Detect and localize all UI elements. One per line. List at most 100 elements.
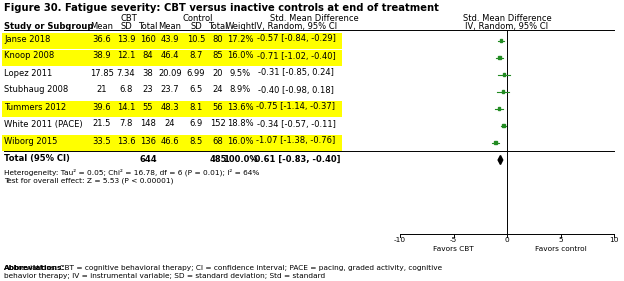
- Text: White 2011 (PACE): White 2011 (PACE): [4, 119, 82, 128]
- Bar: [503, 73, 505, 76]
- Text: Heterogeneity: Tau² = 0.05; Chi² = 16.78, df = 6 (P = 0.01); I² = 64%: Heterogeneity: Tau² = 0.05; Chi² = 16.78…: [4, 169, 260, 176]
- Text: 136: 136: [140, 137, 156, 146]
- Text: 148: 148: [140, 119, 156, 128]
- Text: Study or Subgroup: Study or Subgroup: [4, 22, 94, 31]
- Text: 85: 85: [213, 51, 223, 60]
- Text: 20.09: 20.09: [158, 69, 182, 78]
- Bar: [500, 39, 502, 42]
- Text: 8.7: 8.7: [189, 51, 203, 60]
- Bar: [2, 101, 342, 117]
- Text: 21.5: 21.5: [93, 119, 111, 128]
- Text: -0.40 [-0.98, 0.18]: -0.40 [-0.98, 0.18]: [258, 85, 334, 94]
- Text: 485: 485: [209, 155, 227, 164]
- Text: 13.9: 13.9: [117, 35, 135, 44]
- Text: -0.57 [-0.84, -0.29]: -0.57 [-0.84, -0.29]: [256, 35, 336, 44]
- Text: 46.6: 46.6: [161, 137, 179, 146]
- Text: Lopez 2011: Lopez 2011: [4, 69, 52, 78]
- Text: SD: SD: [120, 22, 132, 31]
- Text: Total: Total: [208, 22, 228, 31]
- Text: -5: -5: [450, 237, 457, 244]
- Text: 39.6: 39.6: [93, 103, 111, 112]
- Text: 14.1: 14.1: [117, 103, 135, 112]
- Bar: [2, 50, 342, 66]
- Text: Wiborg 2015: Wiborg 2015: [4, 137, 57, 146]
- Text: CBT: CBT: [120, 14, 137, 23]
- Text: Weight: Weight: [225, 22, 255, 31]
- Text: -0.71 [-1.02, -0.40]: -0.71 [-1.02, -0.40]: [256, 51, 335, 60]
- Text: 10: 10: [609, 237, 619, 244]
- Text: SD: SD: [190, 22, 202, 31]
- Text: Std. Mean Difference: Std. Mean Difference: [462, 14, 552, 23]
- Text: Favors CBT: Favors CBT: [433, 246, 474, 252]
- Text: 21: 21: [97, 85, 107, 94]
- Text: 6.99: 6.99: [187, 69, 205, 78]
- Text: 68: 68: [213, 137, 223, 146]
- Text: -0.61 [-0.83, -0.40]: -0.61 [-0.83, -0.40]: [251, 155, 341, 164]
- Text: Favors control: Favors control: [535, 246, 587, 252]
- Text: -0.75 [-1.14, -0.37]: -0.75 [-1.14, -0.37]: [256, 103, 336, 112]
- Text: 24: 24: [165, 119, 175, 128]
- Text: behavior therapy; IV = instrumental variable; SD = standard deviation; Std = sta: behavior therapy; IV = instrumental vari…: [4, 273, 325, 279]
- Text: 80: 80: [213, 35, 223, 44]
- Bar: [2, 33, 342, 49]
- Text: 38.9: 38.9: [93, 51, 111, 60]
- Text: IV, Random, 95% CI: IV, Random, 95% CI: [255, 22, 338, 31]
- Text: 10.5: 10.5: [187, 35, 205, 44]
- Text: 13.6%: 13.6%: [227, 103, 253, 112]
- Bar: [494, 141, 497, 144]
- Text: 6.5: 6.5: [189, 85, 203, 94]
- Text: -1.07 [-1.38, -0.76]: -1.07 [-1.38, -0.76]: [256, 137, 336, 146]
- Text: 100.0%: 100.0%: [223, 155, 257, 164]
- Text: Total (95% CI): Total (95% CI): [4, 155, 70, 164]
- Bar: [502, 90, 504, 92]
- Text: Abbreviations: CBT = cognitive behavioral therapy; CI = confidence interval; PAC: Abbreviations: CBT = cognitive behaviora…: [4, 265, 442, 271]
- Text: 17.2%: 17.2%: [227, 35, 253, 44]
- Text: 46.4: 46.4: [161, 51, 179, 60]
- Text: 16.0%: 16.0%: [227, 137, 253, 146]
- Text: Control: Control: [183, 14, 213, 23]
- Text: Stubhaug 2008: Stubhaug 2008: [4, 85, 68, 94]
- Text: Mean: Mean: [90, 22, 114, 31]
- Text: -10: -10: [394, 237, 406, 244]
- Text: Total: Total: [139, 22, 158, 31]
- Text: 55: 55: [143, 103, 154, 112]
- Text: 84: 84: [143, 51, 154, 60]
- Text: -0.34 [-0.57, -0.11]: -0.34 [-0.57, -0.11]: [256, 119, 336, 128]
- Text: 16.0%: 16.0%: [227, 51, 253, 60]
- Text: 6.8: 6.8: [119, 85, 133, 94]
- Bar: [498, 107, 500, 110]
- Text: 8.5: 8.5: [189, 137, 203, 146]
- Text: Test for overall effect: Z = 5.53 (P < 0.00001): Test for overall effect: Z = 5.53 (P < 0…: [4, 178, 173, 185]
- Text: Tummers 2012: Tummers 2012: [4, 103, 66, 112]
- Text: 9.5%: 9.5%: [230, 69, 251, 78]
- Text: 33.5: 33.5: [93, 137, 111, 146]
- Text: 36.6: 36.6: [92, 35, 111, 44]
- Text: Mean: Mean: [158, 22, 182, 31]
- Text: 23.7: 23.7: [161, 85, 179, 94]
- Text: -0.31 [-0.85, 0.24]: -0.31 [-0.85, 0.24]: [258, 69, 334, 78]
- Text: 20: 20: [213, 69, 223, 78]
- Text: 0: 0: [505, 237, 509, 244]
- Text: 8.1: 8.1: [189, 103, 203, 112]
- Text: Figure 30. Fatigue severity: CBT versus inactive controls at end of treatment: Figure 30. Fatigue severity: CBT versus …: [4, 3, 439, 13]
- Text: 24: 24: [213, 85, 223, 94]
- Text: Std. Mean Difference: Std. Mean Difference: [270, 14, 358, 23]
- Text: 18.8%: 18.8%: [227, 119, 253, 128]
- Polygon shape: [498, 155, 503, 164]
- Text: 152: 152: [210, 119, 226, 128]
- Text: 8.9%: 8.9%: [230, 85, 251, 94]
- Text: 6.9: 6.9: [189, 119, 203, 128]
- Text: 23: 23: [143, 85, 154, 94]
- Bar: [498, 56, 500, 59]
- Bar: [502, 124, 505, 127]
- Text: Knoop 2008: Knoop 2008: [4, 51, 54, 60]
- Text: 48.3: 48.3: [161, 103, 179, 112]
- Text: 7.8: 7.8: [119, 119, 133, 128]
- Text: 12.1: 12.1: [117, 51, 135, 60]
- Text: 160: 160: [140, 35, 156, 44]
- Text: Janse 2018: Janse 2018: [4, 35, 51, 44]
- Text: 644: 644: [139, 155, 157, 164]
- Text: Abbreviations:: Abbreviations:: [4, 265, 66, 271]
- Text: 7.34: 7.34: [117, 69, 135, 78]
- Text: IV, Random, 95% CI: IV, Random, 95% CI: [466, 22, 548, 31]
